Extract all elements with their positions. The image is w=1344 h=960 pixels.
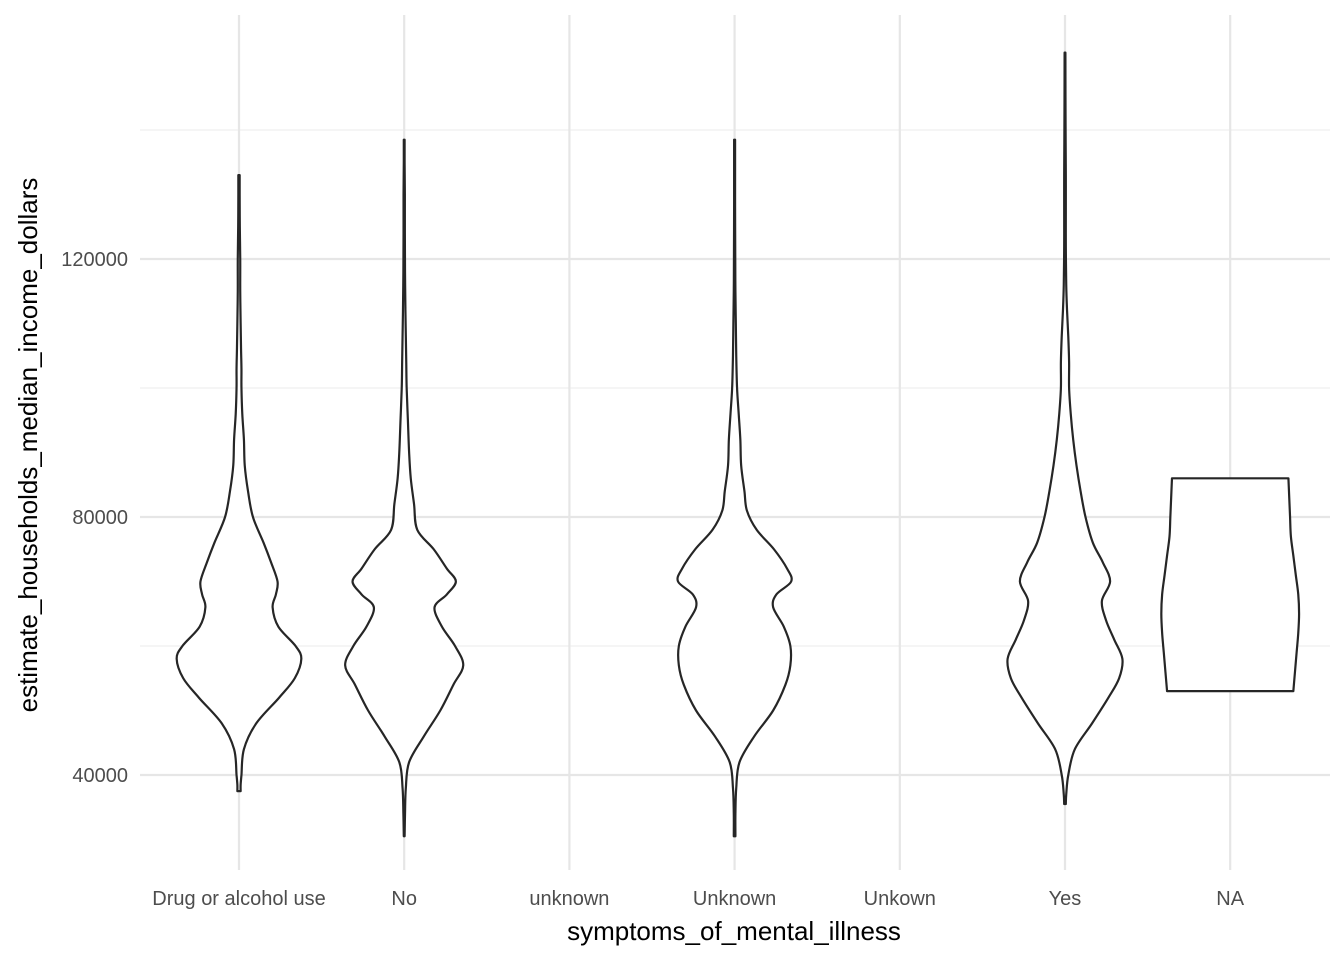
- violin-no: [344, 138, 465, 838]
- x-tick-label: Unknown: [693, 888, 776, 910]
- violin-na: [1160, 477, 1301, 693]
- y-tick-label: 120000: [61, 249, 128, 271]
- y-tick-label: 40000: [72, 765, 128, 787]
- x-tick-label: Yes: [1049, 888, 1082, 910]
- y-axis-title: estimate_households_median_income_dollar…: [13, 178, 43, 713]
- x-tick-labels: Drug or alcohol use No unknown Unknown Unkow…: [152, 888, 1244, 910]
- x-tick-label: Unkown: [864, 888, 936, 910]
- x-tick-label: unknown: [529, 888, 609, 910]
- x-tick-label: Drug or alcohol use: [152, 888, 325, 910]
- y-tick-labels: 40000 80000 120000: [61, 249, 128, 787]
- violin-drug-or-alcohol-use: [175, 174, 303, 793]
- y-tick-label: 80000: [72, 507, 128, 529]
- x-axis-title: symptoms_of_mental_illness: [567, 916, 901, 946]
- x-tick-label: NA: [1216, 888, 1244, 910]
- violin-yes: [1006, 51, 1124, 806]
- violin-unknown: [676, 138, 793, 838]
- violins: [175, 51, 1301, 838]
- x-tick-label: No: [391, 888, 417, 910]
